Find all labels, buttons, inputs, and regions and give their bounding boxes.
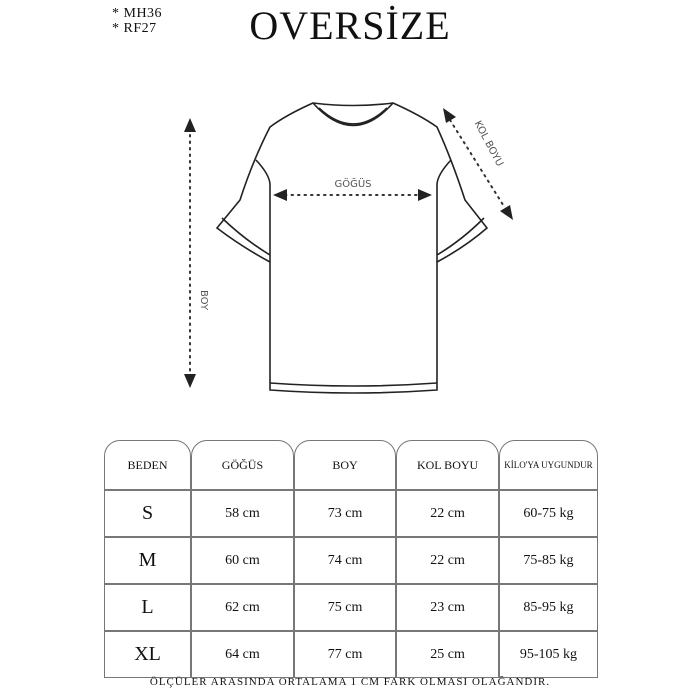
arrow-down-icon	[184, 374, 196, 388]
sleeve-cell: 22 cm	[396, 490, 499, 537]
arrow-up-left-icon	[443, 108, 456, 123]
table-row: S 58 cm 73 cm 22 cm 60-75 kg	[104, 490, 598, 537]
header-weight: KİLO'YA UYGUNDUR	[498, 440, 598, 490]
chest-cell: 58 cm	[191, 490, 294, 537]
length-cell: 74 cm	[293, 537, 397, 584]
sleeve-cell: 23 cm	[396, 584, 499, 631]
arrow-left-icon	[273, 189, 287, 201]
tshirt-diagram: GÖĞÜS BOY KOL BOYU	[184, 102, 513, 394]
size-cell: L	[104, 584, 192, 631]
sleeve-label: KOL BOYU	[472, 119, 505, 168]
tshirt-outline	[215, 102, 489, 394]
size-table: BEDEN GÖĞÜS BOY KOL BOYU KİLO'YA UYGUNDU…	[104, 440, 598, 678]
length-cell: 75 cm	[293, 584, 397, 631]
chest-cell: 64 cm	[191, 631, 294, 678]
page-title: OVERSİZE	[249, 3, 451, 48]
header-sleeve: KOL BOYU	[396, 440, 499, 490]
weight-cell: 60-75 kg	[498, 490, 598, 537]
arrow-down-right-icon	[500, 205, 513, 220]
header-chest: GÖĞÜS	[191, 440, 294, 490]
product-code: * MH36	[112, 6, 163, 21]
sleeve-cell: 22 cm	[396, 537, 499, 584]
weight-cell: 95-105 kg	[498, 631, 598, 678]
header-size: BEDEN	[104, 440, 192, 490]
product-code: * RF27	[112, 21, 157, 36]
chest-cell: 60 cm	[191, 537, 294, 584]
header-length: BOY	[293, 440, 397, 490]
table-row: XL 64 cm 77 cm 25 cm 95-105 kg	[104, 631, 598, 678]
size-cell: S	[104, 490, 192, 537]
table-header: BEDEN GÖĞÜS BOY KOL BOYU KİLO'YA UYGUNDU…	[104, 440, 598, 490]
sleeve-cell: 25 cm	[396, 631, 499, 678]
table-row: L 62 cm 75 cm 23 cm 85-95 kg	[104, 584, 598, 631]
measure-lines	[189, 119, 506, 373]
product-codes: * MH36 * RF27	[112, 6, 162, 36]
length-cell: 77 cm	[293, 631, 397, 678]
arrow-right-icon	[418, 189, 432, 201]
footer-note: ÖLÇÜLER ARASINDA ORTALAMA 1 CM FARK OLMA…	[149, 676, 551, 688]
chest-cell: 62 cm	[191, 584, 294, 631]
length-label: BOY	[198, 290, 209, 311]
chest-label: GÖĞÜS	[334, 177, 371, 190]
arrow-up-icon	[184, 118, 196, 132]
weight-cell: 85-95 kg	[498, 584, 598, 631]
weight-cell: 75-85 kg	[498, 537, 598, 584]
arrow-icons	[184, 108, 513, 388]
size-cell: M	[104, 537, 192, 584]
table-row: M 60 cm 74 cm 22 cm 75-85 kg	[104, 537, 598, 584]
size-cell: XL	[104, 631, 192, 678]
length-cell: 73 cm	[293, 490, 397, 537]
